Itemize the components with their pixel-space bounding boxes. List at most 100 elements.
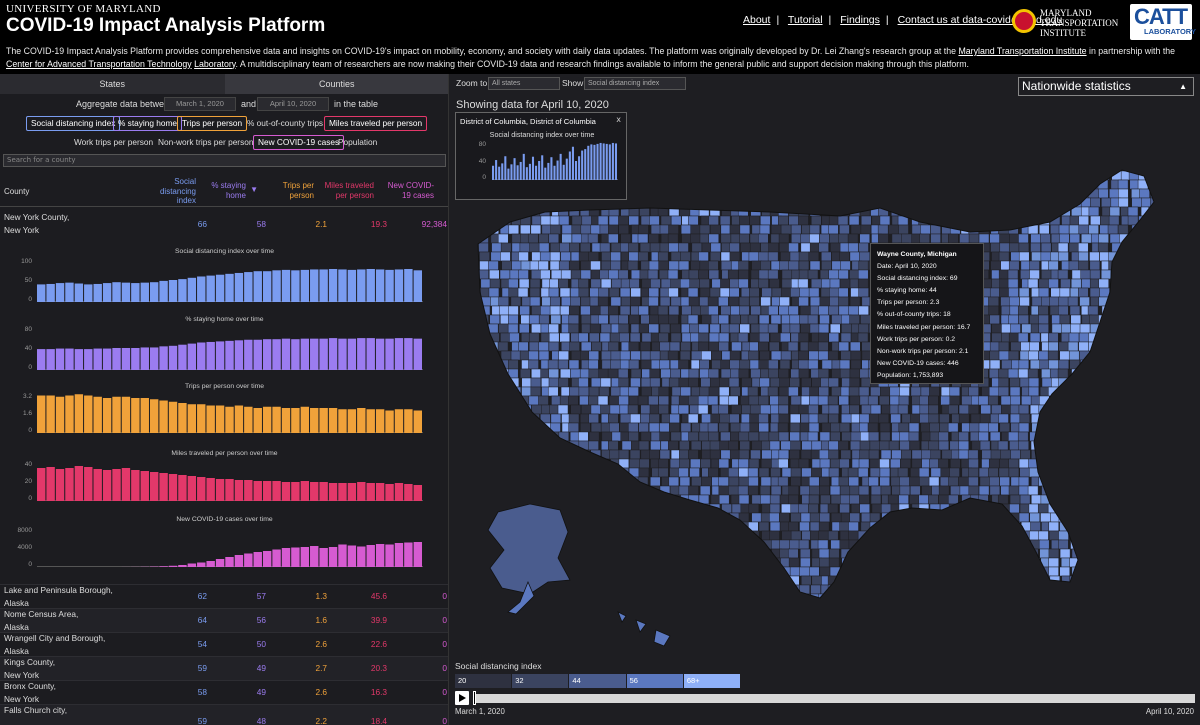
county-cell[interactable] — [811, 467, 822, 478]
county-cell[interactable] — [559, 287, 571, 298]
county-cell[interactable] — [888, 575, 899, 586]
county-cell[interactable] — [729, 449, 741, 460]
county-cell[interactable] — [1038, 314, 1049, 325]
county-cell[interactable] — [890, 458, 901, 469]
miles-bar[interactable] — [215, 479, 225, 501]
county-cell[interactable] — [790, 224, 802, 235]
county-cell[interactable] — [989, 512, 1000, 523]
county-cell[interactable] — [1131, 512, 1142, 523]
county-cell[interactable] — [1149, 162, 1160, 172]
county-cell[interactable] — [707, 422, 719, 433]
county-cell[interactable] — [769, 440, 781, 451]
county-cell[interactable] — [669, 197, 681, 208]
county-cell[interactable] — [949, 170, 960, 181]
county-cell[interactable] — [729, 179, 740, 190]
county-cell[interactable] — [1161, 306, 1171, 315]
county-cell[interactable] — [729, 350, 741, 361]
county-cell[interactable] — [739, 575, 750, 586]
home-bar[interactable] — [347, 338, 357, 370]
county-cell[interactable] — [590, 530, 602, 541]
county-cell[interactable] — [711, 603, 721, 612]
county-cell[interactable] — [971, 566, 982, 577]
county-cell[interactable] — [718, 494, 730, 505]
county-cell[interactable] — [958, 431, 969, 442]
county-cell[interactable] — [580, 296, 592, 307]
county-cell[interactable] — [828, 170, 840, 181]
county-cell[interactable] — [788, 206, 800, 217]
county-cell[interactable] — [838, 476, 850, 487]
county-cell[interactable] — [1030, 521, 1041, 532]
county-cell[interactable] — [800, 557, 811, 568]
county-cell[interactable] — [889, 197, 900, 208]
county-cell[interactable] — [1039, 548, 1050, 559]
county-cell[interactable] — [600, 377, 612, 388]
county-cell[interactable] — [501, 467, 512, 478]
county-cell[interactable] — [1118, 458, 1129, 469]
county-cell[interactable] — [601, 350, 612, 361]
county-cell[interactable] — [749, 341, 760, 352]
county-cell[interactable] — [951, 575, 962, 586]
county-cell[interactable] — [568, 395, 579, 406]
county-cell[interactable] — [788, 305, 799, 316]
county-cell[interactable] — [758, 278, 769, 289]
county-cell[interactable] — [607, 467, 619, 478]
county-cell[interactable] — [978, 224, 990, 235]
county-cell[interactable] — [691, 242, 703, 253]
county-cell[interactable] — [1057, 242, 1069, 253]
county-cell[interactable] — [510, 404, 522, 415]
county-cell[interactable] — [628, 386, 639, 397]
home-bar[interactable] — [131, 348, 140, 370]
county-cell[interactable] — [830, 431, 841, 442]
county-cell[interactable] — [1018, 512, 1030, 523]
county-cell[interactable] — [698, 251, 709, 262]
county-cell[interactable] — [670, 575, 681, 586]
county-cell[interactable] — [529, 440, 540, 451]
county-cell[interactable] — [781, 269, 793, 280]
county-cell[interactable] — [1010, 170, 1022, 181]
county-cell[interactable] — [748, 251, 760, 262]
county-cell[interactable] — [1118, 197, 1129, 208]
county-cell[interactable] — [1158, 414, 1168, 423]
county-cell[interactable] — [470, 422, 481, 433]
county-cell[interactable] — [1150, 278, 1161, 289]
county-cell[interactable] — [1050, 179, 1062, 190]
county-cell[interactable] — [580, 494, 592, 505]
county-cell[interactable] — [1100, 494, 1112, 505]
county-cell[interactable] — [841, 413, 852, 424]
county-cell[interactable] — [747, 162, 759, 172]
county-cell[interactable] — [1028, 503, 1040, 514]
county-cell[interactable] — [629, 458, 640, 469]
county-cell[interactable] — [759, 485, 771, 496]
county-cell[interactable] — [1001, 548, 1012, 559]
county-cell[interactable] — [568, 449, 580, 460]
county-cell[interactable] — [1131, 557, 1142, 568]
county-cell[interactable] — [1030, 233, 1041, 244]
county-cell[interactable] — [768, 242, 779, 253]
county-cell[interactable] — [909, 476, 920, 487]
county-cell[interactable] — [689, 467, 700, 478]
county-cell[interactable] — [648, 566, 659, 577]
county-cell[interactable] — [960, 162, 971, 172]
county-cell[interactable] — [849, 368, 861, 379]
county-cell[interactable] — [1101, 566, 1113, 577]
county-cell[interactable] — [1069, 386, 1080, 397]
county-cell[interactable] — [929, 422, 940, 433]
county-cell[interactable] — [588, 386, 600, 397]
county-cell[interactable] — [639, 179, 651, 190]
home-bar[interactable] — [149, 347, 159, 370]
county-cell[interactable] — [828, 557, 840, 568]
county-cell[interactable] — [718, 179, 729, 190]
county-cell[interactable] — [781, 278, 793, 289]
county-cell[interactable] — [569, 494, 581, 505]
county-cell[interactable] — [1129, 449, 1140, 460]
county-cell[interactable] — [1109, 188, 1120, 199]
county-cell[interactable] — [658, 260, 669, 271]
county-cell[interactable] — [758, 323, 770, 334]
county-cell[interactable] — [1151, 386, 1162, 397]
county-cell[interactable] — [790, 413, 801, 424]
county-cell[interactable] — [1108, 215, 1120, 226]
county-cell[interactable] — [1049, 603, 1059, 612]
dc-bar[interactable] — [593, 144, 596, 180]
county-cell[interactable] — [1078, 215, 1089, 226]
county-cell[interactable] — [940, 575, 951, 586]
